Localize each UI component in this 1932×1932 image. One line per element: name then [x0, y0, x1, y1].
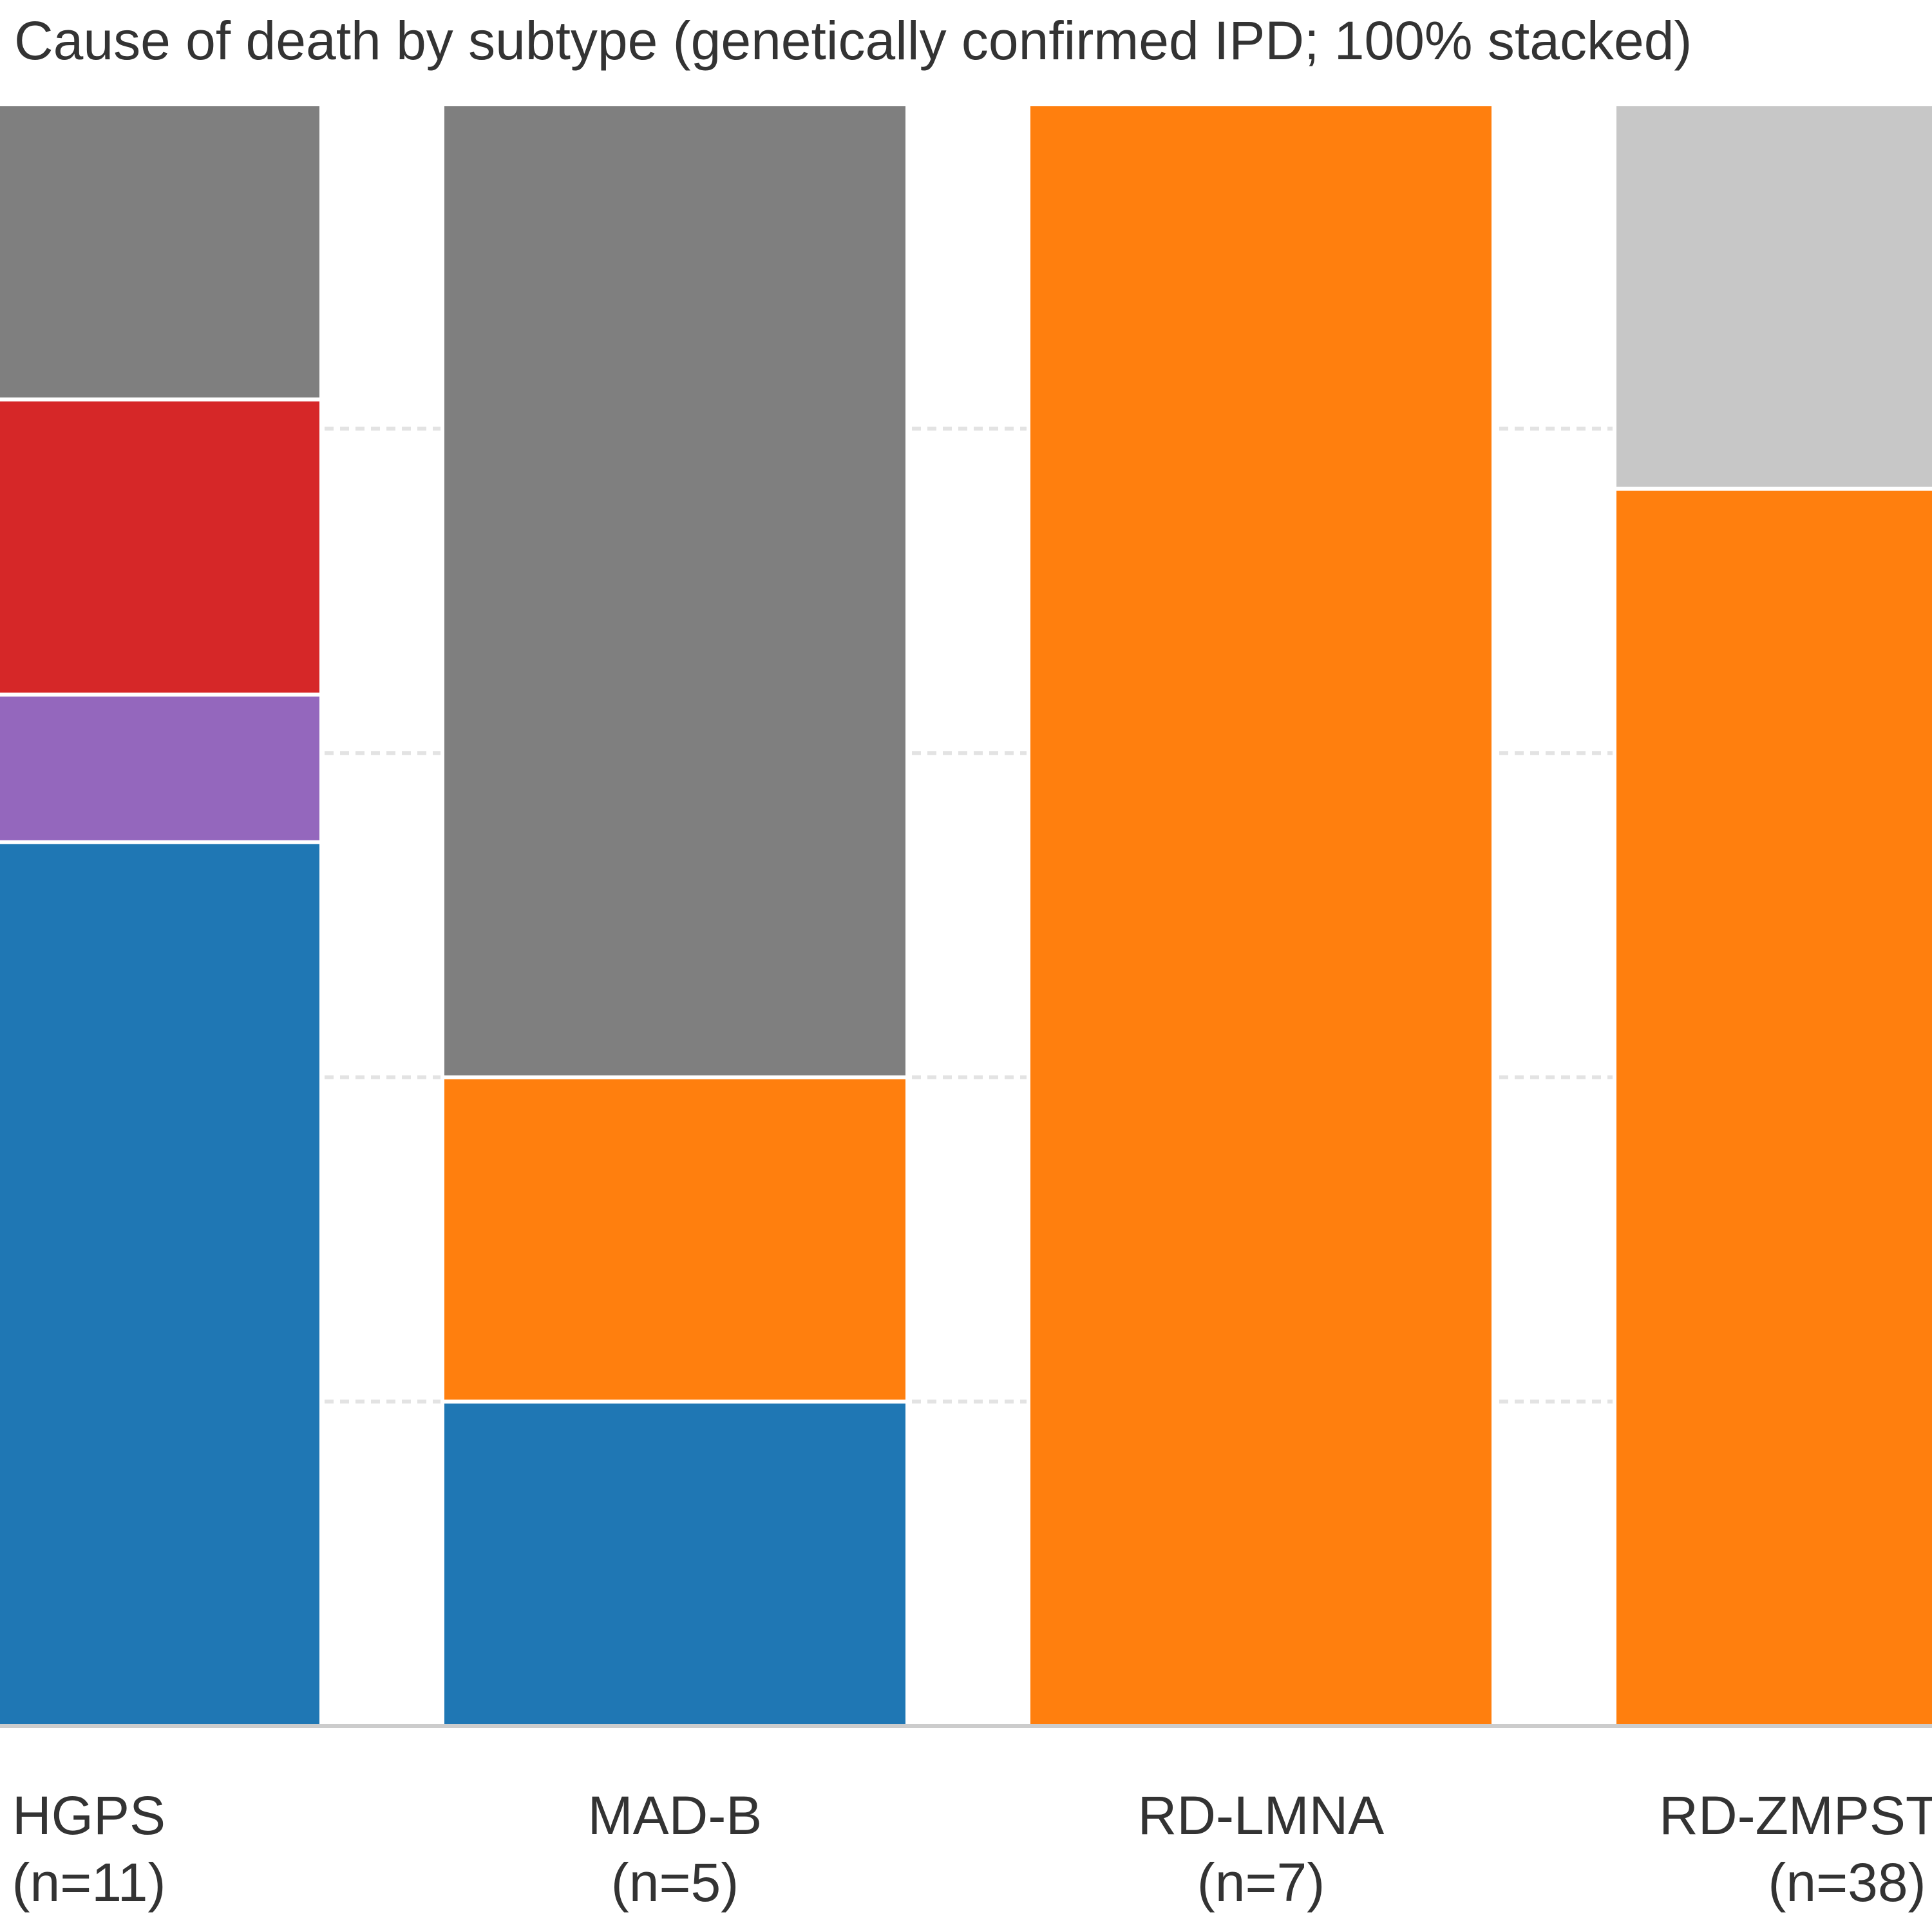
bar-segment-hgps-3 [0, 397, 323, 697]
bar-segment-hgps-4 [0, 102, 323, 402]
bar-rd-zmpste24 [1613, 102, 1932, 1728]
bar-mad-b [440, 102, 909, 1728]
bar-hgps [0, 102, 323, 1728]
bars [0, 102, 1932, 1728]
x-tick-labels: HGPS(n=11) MAD-B(n=5) RD-LMNA(n=7) RD-ZMPST… [12, 1785, 1932, 1913]
x-tick-label-mad-b: MAD-B [588, 1785, 762, 1846]
bar-segment-rd-lmna-1 [1027, 102, 1495, 1728]
x-tick-count-mad-b: (n=5) [611, 1852, 739, 1913]
chart-title: Cause of death by subtype (genetically c… [14, 10, 1692, 71]
bar-segment-mad-b-0 [440, 1399, 909, 1728]
gridlines [0, 426, 1932, 1404]
x-tick-count-rd-zmpste24: (n=38) [1768, 1852, 1926, 1913]
bar-segment-mad-b-1 [440, 1075, 909, 1404]
x-tick-label-rd-zmpste24: RD-ZMPSTE24 [1659, 1785, 1932, 1846]
bar-segment-rd-zmpste24-1 [1613, 486, 1932, 1728]
bar-segment-mad-b-4 [440, 102, 909, 1079]
x-tick-label-rd-lmna: RD-LMNA [1138, 1785, 1385, 1846]
x-tick-label-hgps: HGPS [12, 1785, 166, 1846]
x-tick-count-rd-lmna: (n=7) [1197, 1852, 1325, 1913]
bar-segment-rd-zmpste24-5 [1613, 102, 1932, 491]
bar-segment-hgps-2 [0, 692, 323, 844]
x-tick-count-hgps: (n=11) [12, 1852, 166, 1913]
bar-segment-hgps-0 [0, 840, 323, 1728]
bar-rd-lmna [1027, 102, 1495, 1728]
